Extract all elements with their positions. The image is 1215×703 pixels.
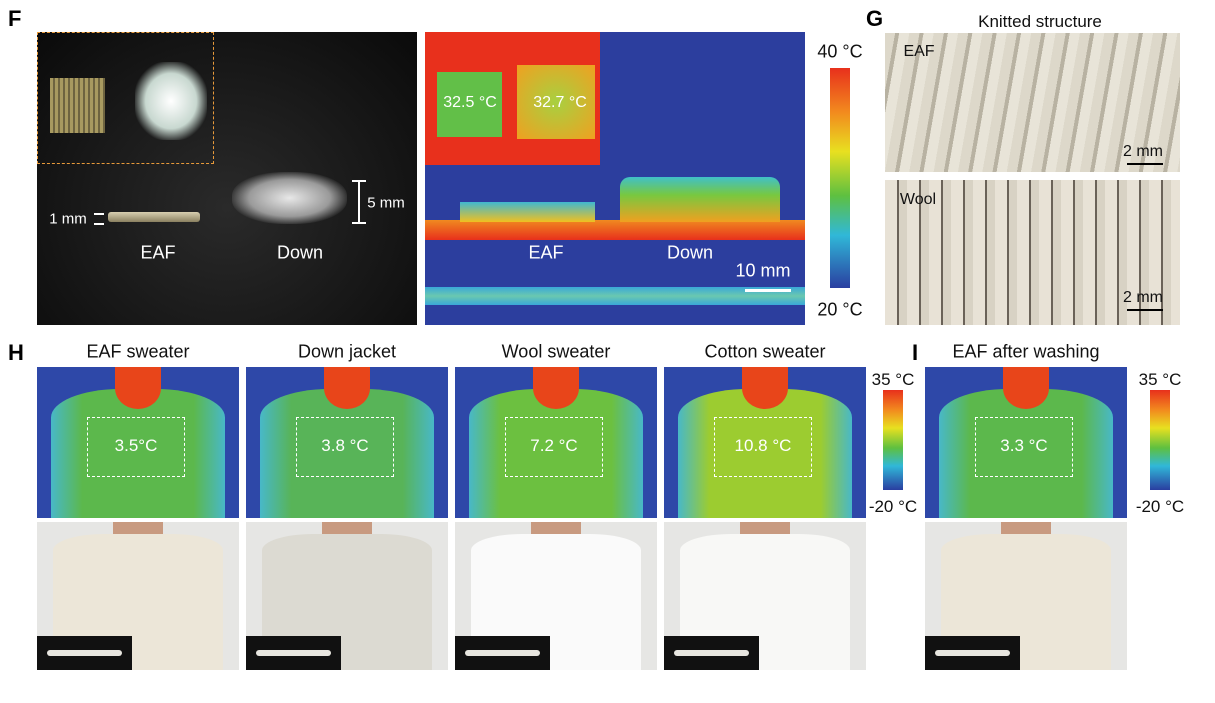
inset-box bbox=[37, 32, 214, 164]
panel-label: F bbox=[8, 6, 22, 31]
colorbar-max: 35 °C bbox=[871, 370, 915, 389]
bracket bbox=[352, 180, 366, 224]
sample-label: EAF bbox=[140, 242, 176, 263]
dimension-label: 1 mm bbox=[49, 210, 87, 228]
panel-label: I bbox=[912, 340, 919, 365]
photo bbox=[246, 522, 448, 670]
inset bbox=[664, 636, 759, 670]
neck bbox=[115, 367, 161, 409]
sample-label: Down bbox=[276, 242, 324, 263]
colorbar bbox=[883, 390, 903, 490]
scale-label: 2 mm bbox=[1123, 143, 1163, 160]
temperature-label: 32.5 °C bbox=[443, 94, 497, 111]
body bbox=[678, 389, 852, 518]
roi bbox=[505, 417, 603, 477]
body bbox=[939, 389, 1113, 518]
inset bbox=[246, 636, 341, 670]
colorbar-min: -20 °C bbox=[1135, 497, 1185, 516]
down-sample bbox=[135, 62, 207, 140]
scale-bar bbox=[1127, 309, 1163, 311]
temperature-label: 32.7 °C bbox=[533, 94, 587, 111]
inset bbox=[37, 636, 132, 670]
colorbar-min: -20 °C bbox=[868, 497, 918, 516]
bracket bbox=[94, 213, 104, 225]
body bbox=[469, 389, 643, 518]
temperature-label: 3.5°C bbox=[114, 436, 158, 455]
neck bbox=[533, 367, 579, 409]
scale-bar bbox=[1127, 163, 1163, 165]
panel-label: H bbox=[8, 340, 24, 365]
down-fluff bbox=[232, 172, 347, 224]
colorbar bbox=[1150, 390, 1170, 490]
eaf-sample bbox=[50, 78, 105, 133]
thermal-image bbox=[37, 367, 239, 518]
roi bbox=[87, 417, 185, 477]
panel-title: Cotton sweater bbox=[704, 341, 826, 362]
knit-photo bbox=[885, 180, 1180, 325]
inset bbox=[925, 636, 1020, 670]
thermal-image bbox=[246, 367, 448, 518]
sample bbox=[47, 650, 122, 656]
roi bbox=[296, 417, 394, 477]
panel-title: Down jacket bbox=[297, 341, 397, 362]
thermal-image bbox=[455, 367, 657, 518]
photo bbox=[664, 522, 866, 670]
inset bbox=[455, 636, 550, 670]
sample-label: EAF bbox=[903, 43, 935, 60]
temperature-label: 7.2 °C bbox=[530, 436, 578, 455]
temperature-label: 3.8 °C bbox=[321, 436, 369, 455]
panel-label: G bbox=[866, 6, 884, 31]
panel-title: EAF sweater bbox=[86, 341, 190, 362]
scale-label: 2 mm bbox=[1123, 289, 1163, 306]
sample bbox=[465, 650, 540, 656]
photo bbox=[37, 522, 239, 670]
panel-title: Knitted structure bbox=[978, 12, 1102, 31]
panel-title: EAF after washing bbox=[952, 341, 1100, 362]
body bbox=[51, 389, 225, 518]
panel-title: Wool sweater bbox=[501, 341, 611, 362]
sample-label: Down bbox=[666, 242, 714, 263]
sample bbox=[674, 650, 749, 656]
colorbar-max: 40 °C bbox=[817, 41, 863, 62]
colorbar-min: 20 °C bbox=[817, 299, 863, 320]
sample-label: Wool bbox=[899, 191, 937, 208]
neck bbox=[1003, 367, 1049, 409]
body bbox=[260, 389, 434, 518]
neck bbox=[742, 367, 788, 409]
colorbar bbox=[830, 68, 850, 288]
photo bbox=[455, 522, 657, 670]
roi bbox=[714, 417, 812, 477]
scale-label: 10 mm bbox=[735, 260, 791, 281]
colorbar-max: 35 °C bbox=[1138, 370, 1182, 389]
photo bbox=[925, 522, 1127, 670]
sample-label: EAF bbox=[528, 242, 564, 263]
dimension-label: 5 mm bbox=[367, 194, 405, 212]
temperature-label: 10.8 °C bbox=[734, 436, 792, 455]
eaf-strip bbox=[108, 212, 200, 222]
temperature-label: 3.3 °C bbox=[1000, 436, 1048, 455]
thermal-image bbox=[925, 367, 1127, 518]
knit-photo bbox=[885, 33, 1180, 172]
thermal-image bbox=[664, 367, 866, 518]
neck bbox=[324, 367, 370, 409]
sample bbox=[256, 650, 331, 656]
roi bbox=[975, 417, 1073, 477]
sample bbox=[935, 650, 1010, 656]
thermal-image bbox=[425, 32, 805, 325]
